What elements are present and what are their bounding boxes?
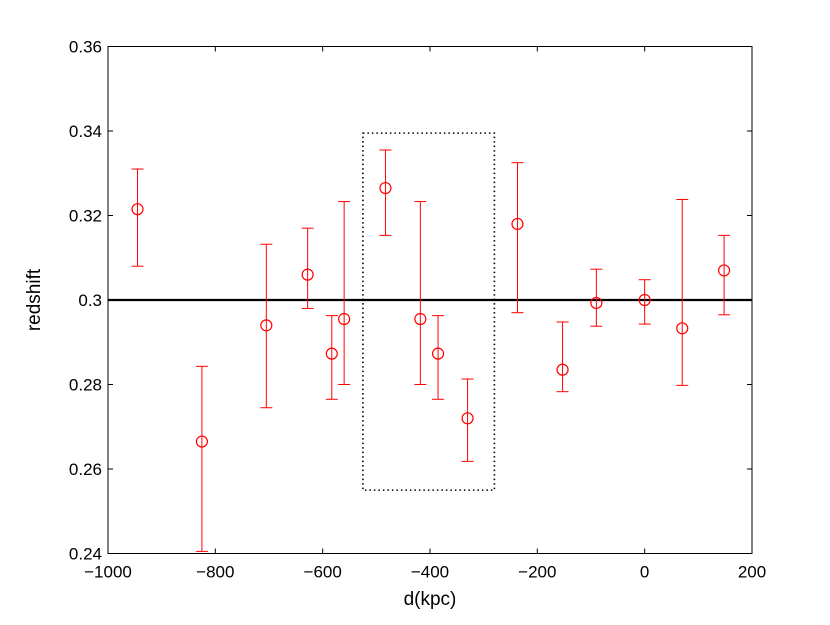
data-layer xyxy=(131,149,731,552)
data-point-marker xyxy=(638,293,651,307)
y-tick-label: 0.24 xyxy=(69,545,102,564)
data-point-marker xyxy=(195,435,209,448)
y-tick-label: 0.28 xyxy=(69,376,102,395)
data-point-marker xyxy=(379,181,392,195)
data-point-marker xyxy=(676,322,689,335)
data-point-marker xyxy=(556,363,569,376)
data-point-marker xyxy=(131,203,144,216)
data-point-group xyxy=(638,279,651,325)
data-point-group xyxy=(325,315,338,400)
x-tick-label: 200 xyxy=(738,563,766,582)
data-point-marker xyxy=(338,312,351,326)
data-point-marker xyxy=(461,412,474,425)
x-axis-label: d(kpc) xyxy=(404,589,457,610)
data-point-group xyxy=(260,243,273,409)
y-tick-label: 0.32 xyxy=(69,207,102,226)
data-point-marker xyxy=(414,312,427,326)
data-point-group xyxy=(195,365,209,552)
y-tick-label: 0.36 xyxy=(69,38,102,57)
data-point-marker xyxy=(431,347,445,360)
y-axis-label: redshift xyxy=(24,268,45,331)
data-point-group xyxy=(676,198,689,386)
data-point-group xyxy=(556,321,569,393)
highlight-box xyxy=(362,132,496,491)
ticks-layer: −1000 −800 −600 −400 −200 0 200 0.24 0.26 0.28 0.3… xyxy=(69,38,766,582)
data-point-group xyxy=(717,234,731,316)
data-point-marker xyxy=(260,319,273,332)
data-point-group xyxy=(379,149,392,236)
data-point-group xyxy=(301,227,314,309)
y-tick-label: 0.26 xyxy=(69,460,102,479)
highlight-box-layer xyxy=(362,132,496,491)
data-point-group xyxy=(338,201,351,385)
data-point-group xyxy=(431,315,445,400)
x-tick-label: −400 xyxy=(411,563,449,582)
data-point-marker xyxy=(301,268,314,281)
data-point-group xyxy=(511,162,524,314)
data-point-marker xyxy=(717,264,731,277)
data-point-marker xyxy=(511,217,524,231)
data-point-group xyxy=(590,268,603,327)
y-tick-label: 0.34 xyxy=(69,122,102,141)
x-tick-label: 0 xyxy=(640,563,649,582)
data-point-marker xyxy=(590,296,603,310)
x-tick-label: −200 xyxy=(518,563,556,582)
data-point-group xyxy=(461,378,474,462)
x-tick-label: −800 xyxy=(196,563,234,582)
x-tick-label: −1000 xyxy=(84,563,132,582)
y-tick-label: 0.3 xyxy=(78,291,102,310)
data-point-group xyxy=(131,168,144,267)
data-point-marker xyxy=(325,347,338,360)
x-tick-label: −600 xyxy=(304,563,342,582)
data-point-group xyxy=(414,201,427,385)
